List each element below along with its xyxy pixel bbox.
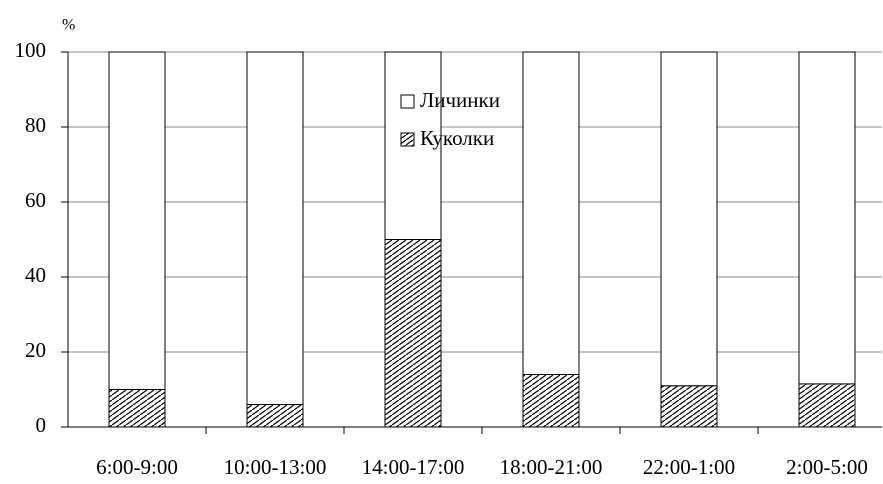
y-tick-label: 40 bbox=[25, 263, 46, 287]
bar-segment bbox=[108, 51, 166, 390]
bar-segment bbox=[108, 389, 166, 428]
bar-segment bbox=[522, 374, 580, 428]
bar-segment bbox=[246, 51, 304, 405]
legend-swatch bbox=[400, 132, 415, 147]
legend-swatch bbox=[400, 94, 415, 109]
x-tick-label: 10:00-13:00 bbox=[224, 455, 327, 479]
y-tick-label: 60 bbox=[25, 188, 46, 212]
y-tick-label: 20 bbox=[25, 338, 46, 362]
x-tick-label: 2:00-5:00 bbox=[786, 455, 868, 479]
legend-label: Личинки bbox=[420, 88, 500, 112]
bar-segment bbox=[798, 51, 856, 385]
bar-segment bbox=[522, 51, 580, 375]
x-tick-label: 6:00-9:00 bbox=[96, 455, 178, 479]
bar-segment bbox=[798, 383, 856, 428]
x-tick-label: 22:00-1:00 bbox=[643, 455, 735, 479]
y-tick-label: 0 bbox=[36, 413, 47, 437]
y-axis-label: % bbox=[62, 17, 75, 34]
y-tick-label: 100 bbox=[15, 38, 47, 62]
bar-segment bbox=[660, 51, 718, 387]
legend-label: Куколки bbox=[420, 126, 494, 150]
y-tick-label: 80 bbox=[25, 113, 46, 137]
x-tick-label: 18:00-21:00 bbox=[500, 455, 603, 479]
bar-segment bbox=[246, 404, 304, 428]
bar-segment bbox=[660, 385, 718, 428]
x-tick-label: 14:00-17:00 bbox=[362, 455, 465, 479]
bar-segment bbox=[384, 239, 442, 428]
